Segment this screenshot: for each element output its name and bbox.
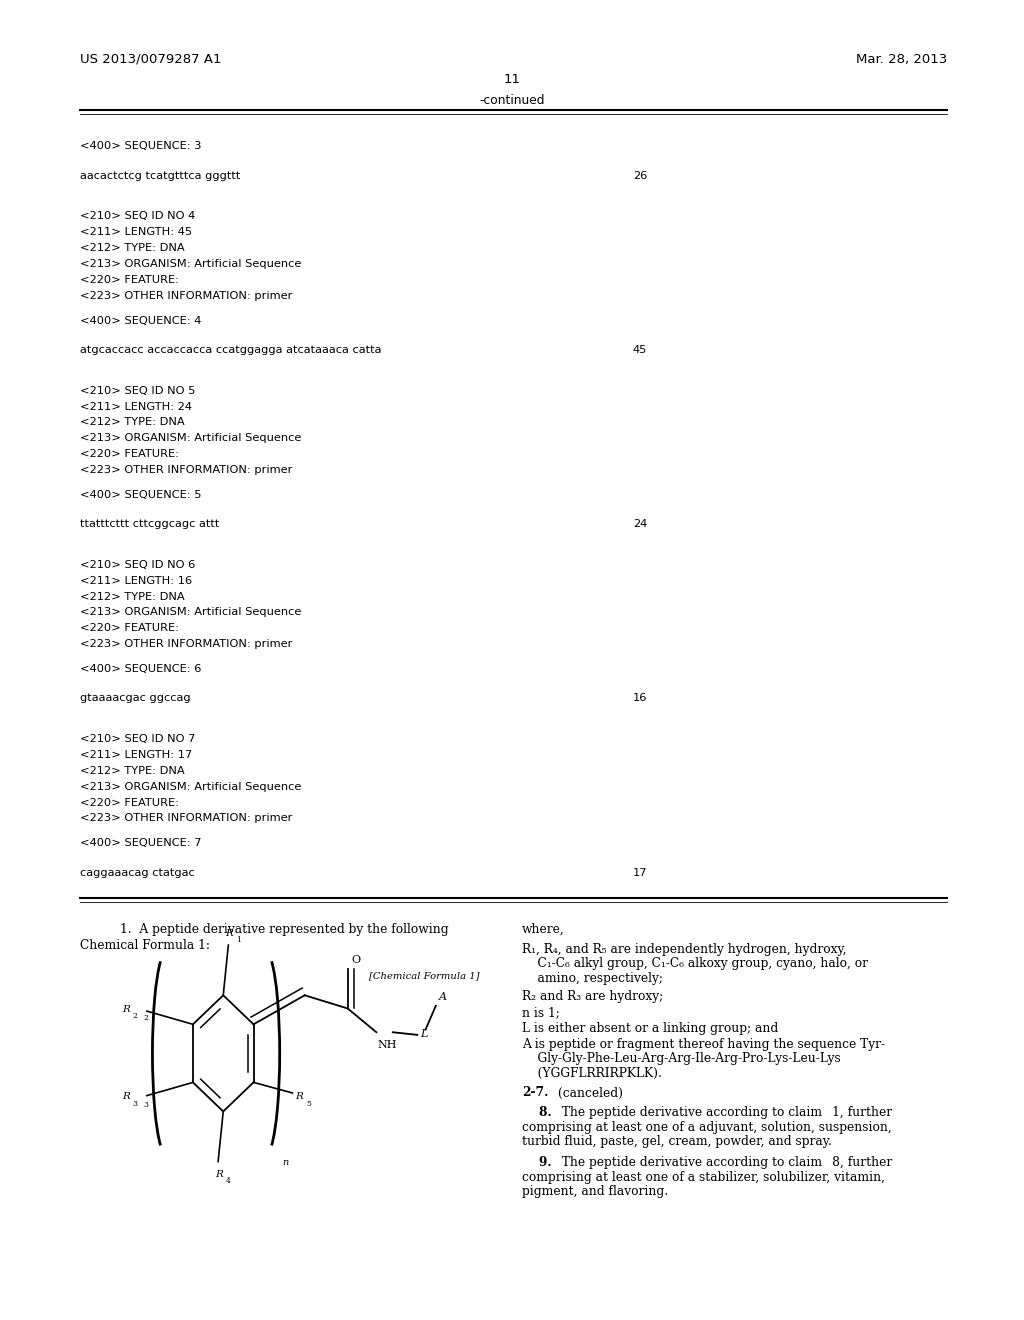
Text: 16: 16 <box>633 693 647 704</box>
Text: US 2013/0079287 A1: US 2013/0079287 A1 <box>80 53 221 66</box>
Text: <211> LENGTH: 17: <211> LENGTH: 17 <box>80 750 193 760</box>
Text: 1: 1 <box>237 936 242 944</box>
Text: 2: 2 <box>143 1014 148 1022</box>
Text: R: R <box>123 1006 130 1014</box>
Text: <223> OTHER INFORMATION: primer: <223> OTHER INFORMATION: primer <box>80 813 292 824</box>
Text: comprising at least one of a adjuvant, solution, suspension,: comprising at least one of a adjuvant, s… <box>522 1121 892 1134</box>
Text: L is either absent or a linking group; and: L is either absent or a linking group; a… <box>522 1022 778 1035</box>
Text: turbid fluid, paste, gel, cream, powder, and spray.: turbid fluid, paste, gel, cream, powder,… <box>522 1135 833 1148</box>
Text: <213> ORGANISM: Artificial Sequence: <213> ORGANISM: Artificial Sequence <box>80 433 301 444</box>
Text: <211> LENGTH: 16: <211> LENGTH: 16 <box>80 576 191 586</box>
Text: ttatttcttt cttcggcagc attt: ttatttcttt cttcggcagc attt <box>80 519 219 529</box>
Text: 3: 3 <box>143 1101 148 1109</box>
Text: <220> FEATURE:: <220> FEATURE: <box>80 449 179 459</box>
Text: <400> SEQUENCE: 3: <400> SEQUENCE: 3 <box>80 141 202 150</box>
Text: The peptide derivative according to claim  1, further: The peptide derivative according to clai… <box>554 1106 892 1119</box>
Text: R: R <box>225 929 233 937</box>
Text: <223> OTHER INFORMATION: primer: <223> OTHER INFORMATION: primer <box>80 290 292 301</box>
Text: 5: 5 <box>307 1100 311 1107</box>
Text: Gly-Gly-Phe-Leu-Arg-Arg-Ile-Arg-Pro-Lys-Leu-Lys: Gly-Gly-Phe-Leu-Arg-Arg-Ile-Arg-Pro-Lys-… <box>522 1052 841 1065</box>
Text: -continued: -continued <box>479 94 545 107</box>
Text: pigment, and flavoring.: pigment, and flavoring. <box>522 1185 669 1199</box>
Text: <213> ORGANISM: Artificial Sequence: <213> ORGANISM: Artificial Sequence <box>80 781 301 792</box>
Text: where,: where, <box>522 923 565 936</box>
Text: <220> FEATURE:: <220> FEATURE: <box>80 623 179 634</box>
Text: The peptide derivative according to claim  8, further: The peptide derivative according to clai… <box>554 1156 892 1170</box>
Text: <213> ORGANISM: Artificial Sequence: <213> ORGANISM: Artificial Sequence <box>80 607 301 618</box>
Text: <210> SEQ ID NO 7: <210> SEQ ID NO 7 <box>80 734 196 744</box>
Text: <212> TYPE: DNA: <212> TYPE: DNA <box>80 417 184 428</box>
Text: R: R <box>123 1093 130 1101</box>
Text: C₁-C₆ alkyl group, C₁-C₆ alkoxy group, cyano, halo, or: C₁-C₆ alkyl group, C₁-C₆ alkoxy group, c… <box>522 957 868 970</box>
Text: <212> TYPE: DNA: <212> TYPE: DNA <box>80 591 184 602</box>
Text: <210> SEQ ID NO 5: <210> SEQ ID NO 5 <box>80 385 196 396</box>
Text: 2-7.: 2-7. <box>522 1086 549 1100</box>
Text: (YGGFLRRIRPKLK).: (YGGFLRRIRPKLK). <box>522 1067 663 1080</box>
Text: 1.  A peptide derivative represented by the following: 1. A peptide derivative represented by t… <box>80 923 449 936</box>
Text: <400> SEQUENCE: 4: <400> SEQUENCE: 4 <box>80 315 202 326</box>
Text: R: R <box>296 1093 303 1101</box>
Text: <210> SEQ ID NO 4: <210> SEQ ID NO 4 <box>80 211 196 222</box>
Text: n is 1;: n is 1; <box>522 1006 560 1019</box>
Text: <212> TYPE: DNA: <212> TYPE: DNA <box>80 766 184 776</box>
Text: caggaaacag ctatgac: caggaaacag ctatgac <box>80 867 195 878</box>
Text: <211> LENGTH: 24: <211> LENGTH: 24 <box>80 401 191 412</box>
Text: <220> FEATURE:: <220> FEATURE: <box>80 275 179 285</box>
Text: 9.: 9. <box>522 1156 552 1170</box>
Text: <400> SEQUENCE: 5: <400> SEQUENCE: 5 <box>80 490 202 500</box>
Text: 4: 4 <box>226 1177 231 1185</box>
Text: R₂ and R₃ are hydroxy;: R₂ and R₃ are hydroxy; <box>522 990 664 1003</box>
Text: <220> FEATURE:: <220> FEATURE: <box>80 797 179 808</box>
Text: amino, respectively;: amino, respectively; <box>522 972 664 985</box>
Text: A: A <box>439 991 446 1002</box>
Text: <400> SEQUENCE: 7: <400> SEQUENCE: 7 <box>80 838 202 849</box>
Text: 45: 45 <box>633 345 647 355</box>
Text: <400> SEQUENCE: 6: <400> SEQUENCE: 6 <box>80 664 202 675</box>
Text: (canceled): (canceled) <box>554 1086 623 1100</box>
Text: 8.: 8. <box>522 1106 552 1119</box>
Text: A is peptide or fragment thereof having the sequence Tyr-: A is peptide or fragment thereof having … <box>522 1038 886 1051</box>
Text: n: n <box>283 1158 289 1167</box>
Text: <223> OTHER INFORMATION: primer: <223> OTHER INFORMATION: primer <box>80 465 292 475</box>
Text: 24: 24 <box>633 519 647 529</box>
Text: <223> OTHER INFORMATION: primer: <223> OTHER INFORMATION: primer <box>80 639 292 649</box>
Text: aacactctcg tcatgtttca gggttt: aacactctcg tcatgtttca gggttt <box>80 170 241 181</box>
Text: 17: 17 <box>633 867 647 878</box>
Text: R₁, R₄, and R₅ are independently hydrogen, hydroxy,: R₁, R₄, and R₅ are independently hydroge… <box>522 942 847 956</box>
Text: 26: 26 <box>633 170 647 181</box>
Text: 11: 11 <box>504 73 520 86</box>
Text: 2: 2 <box>132 1012 137 1020</box>
Text: <212> TYPE: DNA: <212> TYPE: DNA <box>80 243 184 253</box>
Text: Mar. 28, 2013: Mar. 28, 2013 <box>856 53 947 66</box>
Text: <210> SEQ ID NO 6: <210> SEQ ID NO 6 <box>80 560 196 570</box>
Text: L: L <box>421 1028 428 1039</box>
Text: O: O <box>352 954 360 965</box>
Text: 3: 3 <box>132 1100 137 1107</box>
Text: Chemical Formula 1:: Chemical Formula 1: <box>80 939 210 952</box>
Text: <213> ORGANISM: Artificial Sequence: <213> ORGANISM: Artificial Sequence <box>80 259 301 269</box>
Text: gtaaaacgac ggccag: gtaaaacgac ggccag <box>80 693 190 704</box>
Text: NH: NH <box>378 1040 397 1051</box>
Text: <211> LENGTH: 45: <211> LENGTH: 45 <box>80 227 191 238</box>
Text: comprising at least one of a stabilizer, solubilizer, vitamin,: comprising at least one of a stabilizer,… <box>522 1171 885 1184</box>
Text: atgcaccacc accaccacca ccatggagga atcataaaca catta: atgcaccacc accaccacca ccatggagga atcataa… <box>80 345 381 355</box>
Text: R: R <box>215 1171 223 1179</box>
Text: [Chemical Formula 1]: [Chemical Formula 1] <box>369 972 479 979</box>
